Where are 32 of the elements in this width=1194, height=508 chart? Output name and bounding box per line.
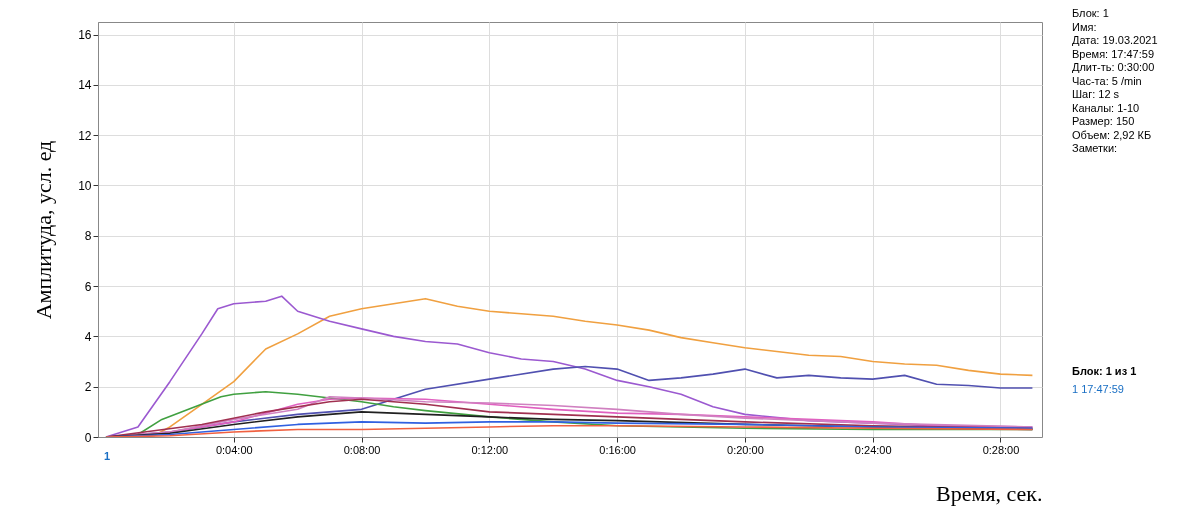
y-tick-label: 8: [84, 229, 92, 244]
x-tick-label: 0:12:00: [471, 443, 509, 456]
text: Имя:: [1072, 20, 1097, 33]
text: Час-та: 5 /min: [1072, 74, 1142, 87]
text: Каналы: 1-10: [1072, 101, 1140, 114]
x-axis-title: Время, сек.: [936, 480, 1043, 506]
y-tick-label: 16: [78, 28, 92, 43]
y-tick-label: 6: [84, 279, 92, 294]
y-tick-label: 2: [84, 380, 92, 395]
text: Объем: 2,92 КБ: [1072, 128, 1152, 141]
text: 1 17:47:59: [1072, 383, 1124, 395]
x-tick-label: 0:24:00: [854, 443, 892, 456]
text: Заметки:: [1072, 142, 1118, 154]
y-tick-label: 12: [78, 128, 92, 143]
text: Размер: 150: [1072, 115, 1135, 127]
text: Шаг: 12 s: [1072, 88, 1120, 100]
text: Длит-ть: 0:30:00: [1072, 61, 1155, 73]
x-tick-label: 0:20:00: [727, 443, 764, 456]
x-tick-label: 0:04:00: [215, 443, 253, 456]
y-tick-label: 14: [78, 78, 92, 93]
x-tick-label: 0:08:00: [343, 443, 381, 456]
text: Время: 17:47:59: [1072, 47, 1155, 60]
text: Дата: 19.03.2021: [1072, 34, 1158, 46]
y-axis-title: Амплитуда, усл. ед: [31, 140, 57, 320]
y-tick-label: 10: [78, 178, 92, 193]
x-tick-label: 0:28:00: [982, 443, 1020, 456]
y-tick-label: 4: [84, 329, 92, 344]
y-tick-label: 0: [84, 430, 92, 445]
text: Блок: 1 из 1: [1072, 365, 1137, 377]
x-tick-label: 0:16:00: [599, 443, 636, 456]
text: Блок: 1: [1072, 7, 1109, 19]
text: 1: [104, 450, 111, 462]
